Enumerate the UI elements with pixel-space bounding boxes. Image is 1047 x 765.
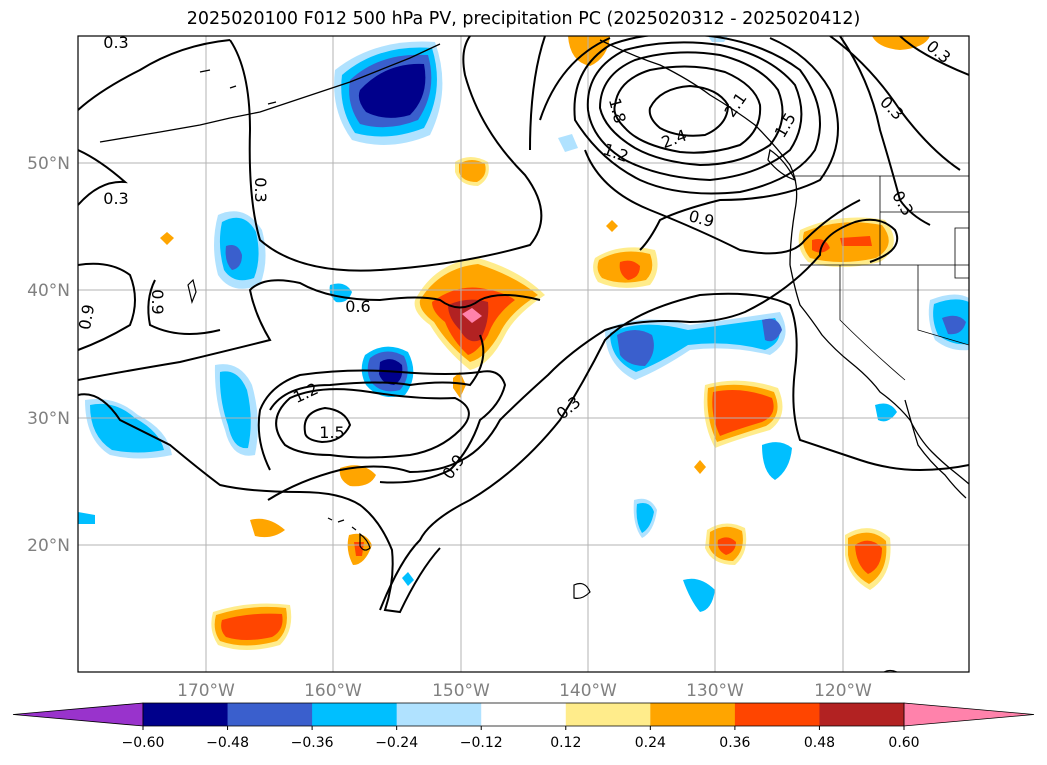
colorbar-segment bbox=[650, 703, 736, 726]
bc-coast bbox=[599, 39, 798, 266]
pv-label: 0.3 bbox=[553, 392, 585, 423]
pv-contour-1.8-ne bbox=[598, 51, 784, 167]
lon-tick-label: 120°W bbox=[814, 681, 872, 701]
colorbar-segment bbox=[734, 703, 820, 726]
colorbar-tick-label: 0.48 bbox=[804, 735, 835, 751]
colorbar-tick-label: 0.36 bbox=[719, 735, 750, 751]
pv-contour-0.3-west-b bbox=[78, 149, 128, 206]
pv-contour-0.3-alaska bbox=[229, 36, 543, 272]
baja bbox=[904, 399, 967, 499]
pv-label: 1.5 bbox=[319, 423, 344, 442]
pv-contour-1.5-loop bbox=[303, 406, 352, 444]
colorbar-tick-label: 0.24 bbox=[635, 735, 666, 751]
colorbar-tick-label: −0.12 bbox=[460, 735, 503, 751]
pv-contour-2.1-ne bbox=[613, 65, 762, 154]
colorbar-tick-label: −0.48 bbox=[206, 735, 249, 751]
colorbar-tick-label: −0.24 bbox=[375, 735, 418, 751]
lon-tick-label: 170°W bbox=[177, 681, 235, 701]
colorbar-tick-label: 0.12 bbox=[550, 735, 581, 751]
lat-tick-label: 40°N bbox=[27, 281, 70, 301]
lat-tick-label: 50°N bbox=[27, 154, 70, 174]
pv-contour-0.6 bbox=[78, 279, 541, 381]
pv-label: 0.3 bbox=[923, 36, 955, 67]
lon-tick-label: 150°W bbox=[432, 681, 490, 701]
pv-contour-2.4-ne bbox=[648, 84, 730, 137]
pv-label: 0.3 bbox=[103, 33, 128, 52]
pv-label: 0.9 bbox=[75, 303, 98, 331]
pv-contour-0.3-west bbox=[78, 39, 231, 111]
precip-blob-south-neg-16n bbox=[683, 578, 715, 612]
west-coast bbox=[789, 264, 969, 485]
colorbar: −0.60 −0.48 −0.36 −0.24 −0.12 0.12 0.24 0.36 0.4… bbox=[12, 702, 1035, 751]
pv-contour-0.9-central bbox=[267, 218, 899, 501]
graticule bbox=[78, 36, 969, 672]
lat-tick-label: 30°N bbox=[27, 409, 70, 429]
colorbar-segment bbox=[481, 703, 567, 726]
pv-contour-0.9-loop bbox=[257, 369, 507, 484]
hawaii-islands bbox=[327, 517, 371, 551]
pv-contour-0.9-ne-b bbox=[584, 149, 861, 255]
lon-tick-label: 140°W bbox=[559, 681, 617, 701]
pv-contour-0.3-coast bbox=[839, 36, 931, 226]
state-borders bbox=[795, 175, 969, 381]
pv-contour-0.3-south bbox=[379, 292, 969, 611]
chart-title: 2025020100 F012 500 hPa PV, precipitatio… bbox=[186, 9, 861, 29]
pv-label: 0.6 bbox=[345, 297, 370, 316]
pv-contours bbox=[78, 36, 969, 614]
coastlines bbox=[99, 39, 969, 499]
colorbar-segment bbox=[565, 703, 651, 726]
islands bbox=[187, 278, 898, 672]
colorbar-extend-max bbox=[903, 702, 1035, 727]
lon-tick-label: 160°W bbox=[304, 681, 362, 701]
colorbar-segment bbox=[227, 703, 313, 726]
alaska-aleutian-coast bbox=[99, 43, 441, 143]
colorbar-segment bbox=[396, 703, 482, 726]
pv-contour-0.9-west bbox=[78, 262, 136, 351]
pv-label: 1.2 bbox=[290, 379, 321, 407]
pv-contour-0.9-west-b bbox=[147, 279, 221, 335]
pv-contour-0.3-south-b bbox=[78, 393, 441, 614]
pv-label: 0.3 bbox=[876, 92, 907, 123]
pv-contour-1.2-ne bbox=[573, 36, 821, 195]
pv-label: 0.3 bbox=[103, 189, 128, 208]
pv-label: 0.9 bbox=[148, 289, 167, 314]
pv-contour-1.2-loop bbox=[275, 388, 470, 459]
map-frame bbox=[77, 35, 970, 673]
lat-tick-labels: 20°N 30°N 40°N 50°N bbox=[27, 154, 70, 556]
colorbar-tick-label: −0.60 bbox=[122, 735, 165, 751]
lon-tick-label: 130°W bbox=[686, 681, 744, 701]
pv-label: 0.3 bbox=[251, 177, 270, 202]
lon-tick-labels: 170°W 160°W 150°W 140°W 130°W 120°W bbox=[177, 681, 872, 701]
colorbar-segment bbox=[143, 703, 229, 726]
colorbar-extend-min bbox=[12, 702, 144, 727]
colorbar-tick-label: 0.60 bbox=[888, 735, 919, 751]
colorbar-tick-label: −0.36 bbox=[291, 735, 334, 751]
pv-label: 1.8 bbox=[605, 96, 630, 126]
pv-contour-1.5-ne bbox=[586, 41, 803, 182]
colorbar-segment bbox=[312, 703, 398, 726]
pv-label: 0.9 bbox=[438, 451, 468, 483]
lat-tick-label: 20°N bbox=[27, 536, 70, 556]
precip-shading bbox=[78, 36, 969, 650]
colorbar-segment bbox=[819, 703, 905, 726]
pv-contour-0.9-ne bbox=[539, 37, 839, 251]
